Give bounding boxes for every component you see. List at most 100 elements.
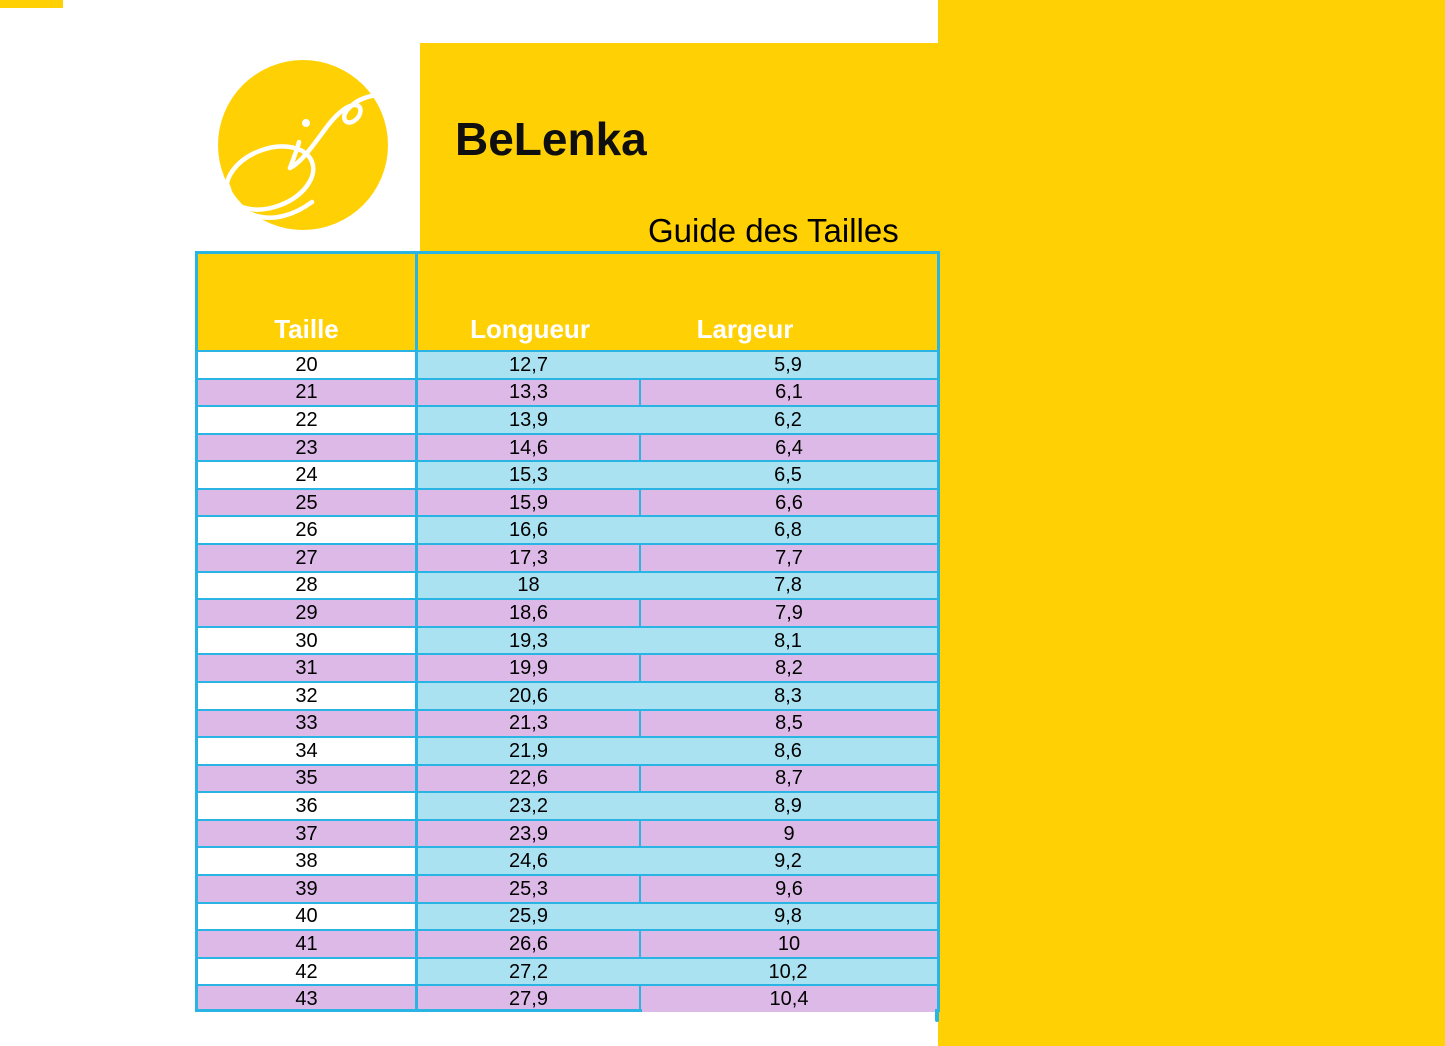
cell-largeur: 10,2 bbox=[639, 958, 937, 985]
cell-largeur: 6,4 bbox=[639, 434, 937, 461]
table-row: 26 16,6 6,8 bbox=[198, 517, 937, 546]
column-header-taille: Taille bbox=[198, 254, 418, 350]
cell-taille: 21 bbox=[198, 379, 418, 406]
table-row: 30 19,3 8,1 bbox=[198, 627, 937, 656]
cell-longueur: 21,9 bbox=[418, 738, 639, 764]
table-row: 20 12,7 5,9 bbox=[198, 352, 937, 380]
i-dot bbox=[302, 119, 310, 127]
cell-largeur: 6,8 bbox=[639, 517, 937, 544]
cell-taille: 27 bbox=[198, 545, 418, 571]
cell-largeur: 6,2 bbox=[639, 407, 937, 433]
top-left-yellow-strip bbox=[0, 0, 63, 8]
cell-longueur: 25,3 bbox=[418, 875, 639, 902]
cell-largeur: 9,8 bbox=[639, 903, 937, 930]
cell-largeur: 6,5 bbox=[639, 462, 937, 488]
table-row: 36 23,2 8,9 bbox=[198, 793, 937, 821]
size-table: Taille Longueur Largeur 20 12,7 5,9 21 1… bbox=[195, 251, 940, 1022]
table-row: 41 26,6 10 bbox=[198, 931, 937, 959]
cell-longueur: 13,3 bbox=[418, 379, 639, 406]
cell-taille: 43 bbox=[198, 986, 418, 1012]
table-row: 38 24,6 9,2 bbox=[198, 848, 937, 876]
table-row: 23 14,6 6,4 bbox=[198, 434, 937, 463]
cell-longueur: 20,6 bbox=[418, 682, 639, 709]
table-row: 33 21,3 8,5 bbox=[198, 710, 937, 739]
cell-longueur: 15,9 bbox=[418, 489, 639, 516]
cell-taille: 40 bbox=[198, 903, 418, 930]
cell-longueur: 13,9 bbox=[418, 407, 639, 433]
cell-longueur: 14,6 bbox=[418, 434, 639, 461]
logo-circle bbox=[218, 60, 388, 230]
cell-taille: 37 bbox=[198, 820, 418, 847]
cell-largeur: 6,1 bbox=[639, 379, 937, 406]
table-row: 40 25,9 9,8 bbox=[198, 903, 937, 932]
cell-taille: 25 bbox=[198, 489, 418, 516]
cell-largeur: 7,8 bbox=[639, 572, 937, 599]
table-row: 34 21,9 8,6 bbox=[198, 738, 937, 766]
table-header: Taille Longueur Largeur bbox=[195, 251, 940, 352]
column-header-values-group: Longueur Largeur bbox=[421, 254, 937, 350]
cell-taille: 42 bbox=[198, 958, 418, 985]
table-row: 37 23,9 9 bbox=[198, 820, 937, 849]
cell-longueur: 18 bbox=[418, 572, 639, 599]
table-row: 39 25,3 9,6 bbox=[198, 875, 937, 904]
cell-taille: 36 bbox=[198, 793, 418, 819]
cell-longueur: 27,9 bbox=[418, 986, 639, 1012]
table-corner-mark bbox=[935, 1009, 939, 1022]
cell-longueur: 19,3 bbox=[418, 627, 639, 654]
cell-largeur: 8,2 bbox=[639, 655, 937, 681]
cell-taille: 29 bbox=[198, 600, 418, 626]
table-row: 43 27,9 10,4 bbox=[198, 986, 937, 1012]
cell-largeur: 9,6 bbox=[639, 875, 937, 902]
cell-longueur: 18,6 bbox=[418, 600, 639, 626]
cell-taille: 35 bbox=[198, 765, 418, 792]
table-row: 32 20,6 8,3 bbox=[198, 682, 937, 711]
cell-taille: 30 bbox=[198, 627, 418, 654]
cell-largeur: 7,9 bbox=[639, 600, 937, 626]
column-header-largeur: Largeur bbox=[696, 314, 794, 344]
cell-longueur: 23,9 bbox=[418, 820, 639, 847]
cell-taille: 23 bbox=[198, 434, 418, 461]
right-yellow-band bbox=[938, 0, 1445, 1046]
cell-longueur: 16,6 bbox=[418, 517, 639, 544]
cell-taille: 38 bbox=[198, 848, 418, 874]
cell-taille: 39 bbox=[198, 875, 418, 902]
size-guide-heading: Guide des Tailles bbox=[648, 212, 899, 249]
cell-largeur: 10,4 bbox=[639, 986, 937, 1012]
ia-signature-icon bbox=[224, 92, 384, 220]
table-row: 25 15,9 6,6 bbox=[198, 489, 937, 518]
cell-longueur: 27,2 bbox=[418, 958, 639, 985]
table-row: 31 19,9 8,2 bbox=[198, 655, 937, 683]
cell-largeur: 8,6 bbox=[639, 738, 937, 764]
cell-longueur: 15,3 bbox=[418, 462, 639, 488]
cell-longueur: 17,3 bbox=[418, 545, 639, 571]
table-row: 27 17,3 7,7 bbox=[198, 545, 937, 573]
cell-largeur: 9 bbox=[639, 820, 937, 847]
brand-logo-icon bbox=[218, 60, 388, 230]
cell-largeur: 7,7 bbox=[639, 545, 937, 571]
brand-title: BeLenka bbox=[455, 113, 647, 165]
cell-taille: 22 bbox=[198, 407, 418, 433]
cell-largeur: 10 bbox=[639, 931, 937, 957]
table-body: 20 12,7 5,9 21 13,3 6,1 22 13,9 6,2 23 1… bbox=[195, 352, 940, 1012]
cell-largeur: 8,1 bbox=[639, 627, 937, 654]
cell-taille: 20 bbox=[198, 352, 418, 378]
table-row: 21 13,3 6,1 bbox=[198, 379, 937, 408]
cell-taille: 32 bbox=[198, 682, 418, 709]
cell-taille: 26 bbox=[198, 517, 418, 544]
cell-largeur: 8,9 bbox=[639, 793, 937, 819]
cell-longueur: 22,6 bbox=[418, 765, 639, 792]
table-bottom-border bbox=[195, 1009, 642, 1012]
cell-taille: 31 bbox=[198, 655, 418, 681]
cell-longueur: 26,6 bbox=[418, 931, 639, 957]
table-row: 22 13,9 6,2 bbox=[198, 407, 937, 435]
cell-taille: 24 bbox=[198, 462, 418, 488]
cell-largeur: 5,9 bbox=[639, 352, 937, 378]
cell-taille: 33 bbox=[198, 710, 418, 737]
cell-taille: 28 bbox=[198, 572, 418, 599]
cell-longueur: 19,9 bbox=[418, 655, 639, 681]
table-row: 28 18 7,8 bbox=[198, 572, 937, 601]
cell-longueur: 23,2 bbox=[418, 793, 639, 819]
cell-longueur: 24,6 bbox=[418, 848, 639, 874]
cell-longueur: 21,3 bbox=[418, 710, 639, 737]
